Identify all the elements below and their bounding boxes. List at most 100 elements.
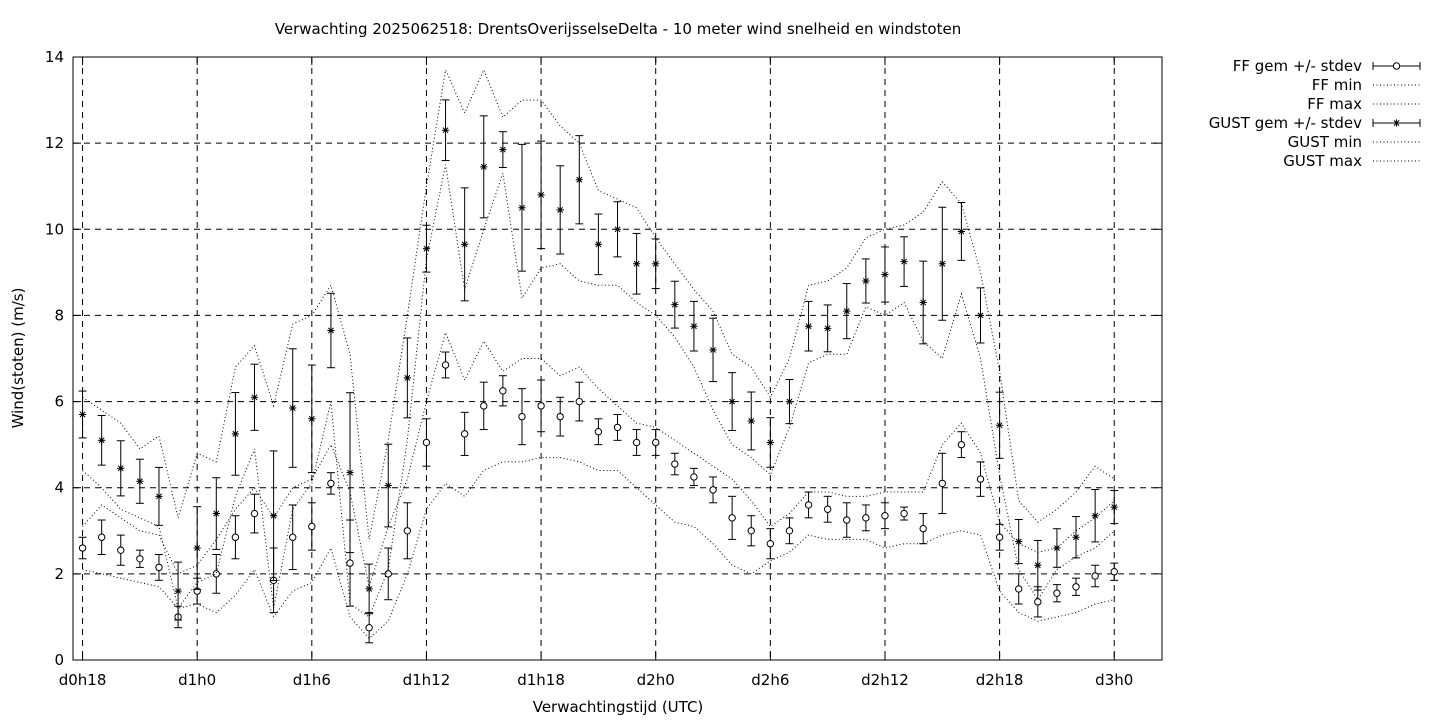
data-point — [652, 438, 660, 447]
data-point — [804, 501, 813, 509]
series-line — [82, 457, 1115, 640]
data-point — [1110, 568, 1118, 576]
data-point — [690, 473, 698, 481]
data-point — [1053, 589, 1061, 597]
data-point — [1091, 572, 1099, 580]
data-point — [996, 421, 1004, 429]
axis-ticks: 0 2 4 6 8 10 12 14 d0h18 d1h0 d1h6 d1h12 d1h18 d2h0 d2… — [45, 48, 1162, 689]
data-point — [709, 346, 717, 354]
data-point — [575, 397, 583, 406]
data-point — [919, 524, 927, 533]
data-point — [327, 479, 335, 488]
data-point — [231, 533, 240, 541]
x-axis-label: Verwachtingstijd (UTC) — [533, 698, 704, 716]
data-point — [843, 307, 851, 315]
series-line — [82, 68, 1115, 540]
legend-label: GUST gem +/- stdev — [1209, 114, 1362, 132]
data-point — [365, 585, 373, 593]
plot-frame — [72, 56, 1163, 661]
data-point — [1053, 544, 1061, 552]
data-point — [537, 191, 545, 199]
x-tick-label: d2h0 — [637, 671, 675, 689]
data-point — [461, 240, 469, 248]
data-point — [1015, 585, 1023, 593]
data-point — [556, 412, 564, 421]
data-point — [1034, 561, 1042, 569]
data-point — [843, 516, 851, 524]
data-point — [1110, 503, 1118, 511]
x-tick-label: d0h18 — [59, 671, 107, 689]
data-point — [938, 260, 946, 268]
y-tick-label: 4 — [54, 479, 64, 497]
data-point — [384, 481, 392, 490]
x-tick-label: d1h12 — [403, 671, 451, 689]
data-point — [976, 311, 985, 320]
y-tick-label: 14 — [45, 48, 64, 66]
legend-marker — [1392, 119, 1401, 127]
data-point — [862, 277, 870, 285]
data-point — [1034, 598, 1042, 606]
data-point — [900, 257, 908, 266]
data-point — [957, 440, 966, 449]
data-point — [919, 298, 927, 307]
data-point — [785, 397, 794, 406]
data-point — [976, 475, 985, 483]
data-point — [346, 559, 354, 567]
data-point — [632, 438, 641, 447]
data-point — [422, 245, 431, 253]
data-point — [308, 415, 316, 423]
data-point — [78, 544, 87, 552]
series-line — [82, 164, 1115, 618]
legend-label: FF gem +/- stdev — [1233, 57, 1362, 75]
data-point — [823, 505, 832, 513]
data-point — [98, 436, 106, 444]
data-point — [594, 240, 602, 248]
data-point — [174, 587, 182, 595]
data-point — [289, 533, 297, 541]
x-tick-label: d2h18 — [976, 671, 1024, 689]
data-point — [575, 176, 583, 184]
data-point — [289, 404, 297, 412]
data-point — [212, 509, 220, 518]
x-tick-label: d2h12 — [861, 671, 909, 689]
data-point — [480, 163, 488, 171]
plot-grid — [73, 57, 1162, 660]
data-point — [384, 570, 392, 578]
data-point — [652, 260, 660, 268]
data-point — [1072, 533, 1080, 541]
data-point — [155, 563, 163, 572]
data-point — [499, 387, 507, 395]
data-point — [212, 570, 220, 578]
series-3 — [78, 99, 1119, 621]
data-point — [957, 227, 965, 236]
data-point — [613, 423, 622, 432]
legend-label: GUST min — [1288, 133, 1362, 151]
series-2 — [82, 331, 1115, 589]
data-point — [441, 361, 450, 369]
legend-label: GUST max — [1283, 152, 1362, 170]
data-point — [766, 540, 775, 548]
x-tick-label: d3h0 — [1095, 671, 1133, 689]
series-0 — [78, 351, 1119, 644]
y-tick-label: 8 — [54, 306, 64, 324]
data-point — [747, 527, 755, 535]
data-point — [365, 623, 373, 632]
data-point — [403, 527, 412, 535]
data-point — [995, 533, 1004, 541]
data-point — [1015, 537, 1023, 546]
data-point — [785, 527, 794, 535]
y-tick-label: 6 — [54, 393, 64, 411]
data-point — [327, 326, 335, 335]
legend-label: FF min — [1312, 76, 1362, 94]
data-point — [346, 469, 354, 477]
data-point — [518, 204, 526, 212]
data-point — [136, 555, 144, 563]
data-point — [824, 324, 832, 332]
y-axis-label: Wind(stoten) (m/s) — [9, 288, 27, 429]
data-point — [900, 509, 908, 518]
y-tick-label: 10 — [45, 220, 64, 238]
legend-label: FF max — [1307, 95, 1362, 113]
data-point — [270, 512, 278, 520]
series-line — [82, 331, 1115, 589]
